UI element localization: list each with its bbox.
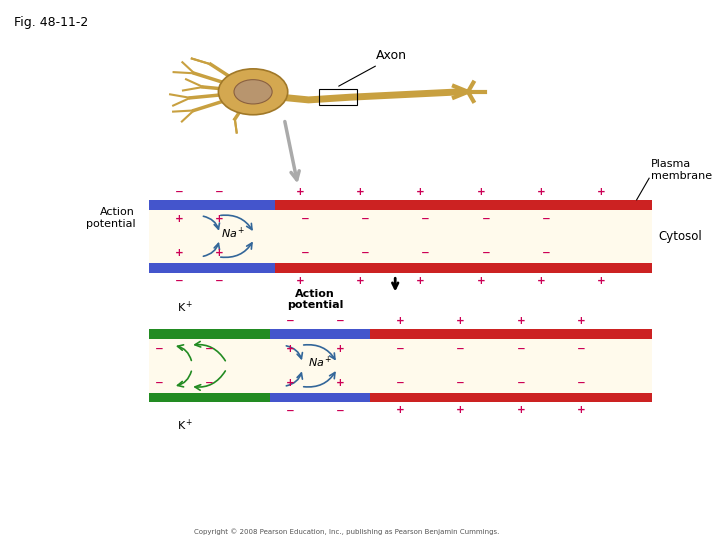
Text: −: − (285, 406, 294, 415)
Text: +: + (577, 316, 586, 326)
Text: −: − (456, 344, 465, 354)
Text: −: − (285, 316, 294, 326)
Text: +: + (396, 316, 405, 326)
Text: −: − (577, 344, 586, 354)
Text: −: − (421, 248, 430, 258)
Text: −: − (300, 248, 310, 258)
Text: +: + (537, 276, 546, 286)
Bar (319, 89, 357, 105)
Text: −: − (336, 406, 344, 415)
Text: +: + (336, 378, 344, 388)
Text: −: − (336, 316, 344, 326)
Ellipse shape (234, 80, 272, 104)
FancyBboxPatch shape (149, 339, 652, 393)
Text: K$^+$: K$^+$ (177, 417, 194, 433)
Text: +: + (285, 378, 294, 388)
Text: +: + (456, 406, 465, 415)
Bar (149, 200, 275, 210)
Text: +: + (175, 214, 184, 224)
Text: −: − (205, 378, 214, 388)
Text: −: − (205, 344, 214, 354)
Text: −: − (421, 214, 430, 224)
FancyBboxPatch shape (149, 210, 652, 263)
Text: −: − (482, 214, 490, 224)
Text: +: + (356, 187, 364, 197)
Text: −: − (215, 187, 224, 197)
Text: −: − (361, 214, 369, 224)
Text: Axon: Axon (377, 49, 408, 62)
Text: −: − (541, 214, 551, 224)
Text: +: + (537, 187, 546, 197)
Bar (149, 200, 652, 210)
Text: −: − (215, 276, 224, 286)
Text: Plasma
membrane: Plasma membrane (650, 159, 711, 181)
Text: +: + (295, 276, 305, 286)
Text: +: + (416, 187, 425, 197)
Text: +: + (285, 344, 294, 354)
Bar (149, 329, 652, 339)
Text: Action
potential: Action potential (86, 207, 135, 229)
Text: +: + (517, 316, 526, 326)
Text: +: + (597, 276, 606, 286)
Bar (149, 329, 270, 339)
Bar (270, 393, 370, 402)
Text: +: + (215, 248, 224, 258)
Text: Na$^+$: Na$^+$ (307, 355, 332, 370)
Text: +: + (215, 214, 224, 224)
Ellipse shape (218, 69, 288, 115)
Text: −: − (456, 378, 465, 388)
Text: +: + (295, 187, 305, 197)
Bar (149, 263, 275, 273)
Text: +: + (597, 187, 606, 197)
Bar (149, 393, 270, 402)
Text: −: − (517, 378, 526, 388)
Text: −: − (396, 344, 405, 354)
Text: −: − (175, 276, 184, 286)
Text: +: + (336, 344, 344, 354)
Text: +: + (396, 406, 405, 415)
Text: +: + (416, 276, 425, 286)
Text: Copyright © 2008 Pearson Education, Inc., publishing as Pearson Benjamin Cumming: Copyright © 2008 Pearson Education, Inc.… (194, 528, 500, 535)
Text: +: + (477, 187, 485, 197)
Bar (270, 329, 370, 339)
Text: +: + (175, 248, 184, 258)
Text: −: − (482, 248, 490, 258)
Text: −: − (541, 248, 551, 258)
Text: Fig. 48-11-2: Fig. 48-11-2 (14, 16, 88, 29)
Text: +: + (517, 406, 526, 415)
Bar (149, 263, 652, 273)
Text: −: − (300, 214, 310, 224)
Text: Na$^+$: Na$^+$ (221, 226, 246, 241)
Text: −: − (175, 187, 184, 197)
Text: −: − (155, 378, 163, 388)
Text: −: − (577, 378, 586, 388)
Text: Cytosol: Cytosol (659, 230, 703, 243)
Text: K$^+$: K$^+$ (177, 300, 194, 315)
Text: −: − (396, 378, 405, 388)
Text: Action
potential: Action potential (287, 289, 343, 310)
Bar (149, 393, 652, 402)
Text: +: + (577, 406, 586, 415)
Text: −: − (517, 344, 526, 354)
Text: −: − (155, 344, 163, 354)
Text: +: + (477, 276, 485, 286)
Text: +: + (456, 316, 465, 326)
Text: +: + (356, 276, 364, 286)
Text: −: − (361, 248, 369, 258)
